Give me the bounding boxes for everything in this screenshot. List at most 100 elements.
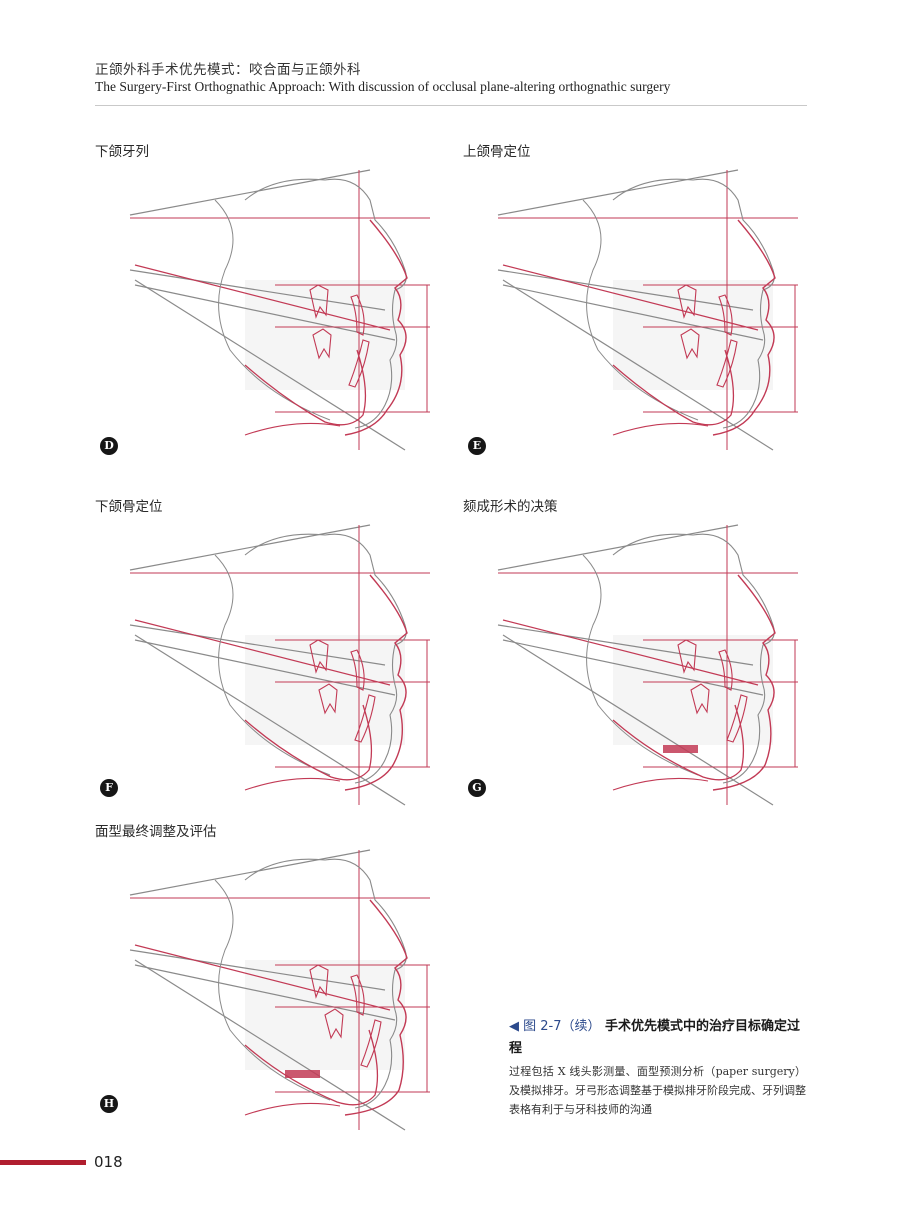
panel-title: 上颌骨定位 bbox=[463, 144, 531, 160]
lower-molar bbox=[324, 1008, 344, 1040]
genioplasty-segment bbox=[285, 1070, 320, 1078]
lower-molar bbox=[680, 328, 700, 360]
soft-tissue-wash bbox=[245, 635, 405, 745]
panel-badge: H bbox=[100, 1095, 118, 1113]
upper-molar bbox=[677, 639, 697, 674]
palatal-plane-red bbox=[502, 619, 759, 686]
sn-line bbox=[129, 849, 371, 896]
upper-molar bbox=[677, 284, 697, 319]
palatal-plane-red bbox=[134, 619, 391, 686]
frankfort-line bbox=[497, 269, 754, 311]
palatal-plane-red bbox=[502, 264, 759, 331]
lower-incisor bbox=[360, 1019, 382, 1068]
hyoid-curve bbox=[612, 422, 709, 436]
soft-tissue-profile bbox=[344, 574, 408, 791]
panel-badge: D bbox=[100, 437, 118, 455]
upper-molar bbox=[309, 964, 329, 999]
frankfort-line bbox=[129, 949, 386, 991]
panel-badge: F bbox=[100, 779, 118, 797]
ramus-outline bbox=[214, 554, 331, 776]
occlusal-line bbox=[502, 639, 764, 696]
upper-incisor bbox=[350, 974, 365, 1016]
cephalometric-tracing-h bbox=[129, 849, 430, 1131]
hyoid-curve bbox=[244, 422, 341, 436]
caption-body: 过程包括 X 线头影测量、面型预测分析（paper surgery）及模拟排牙。… bbox=[509, 1065, 806, 1116]
cephalometric-tracing-f bbox=[129, 524, 430, 806]
header-title-en: The Surgery-First Orthognathic Approach:… bbox=[95, 79, 671, 94]
palatal-plane-red bbox=[134, 944, 391, 1011]
soft-tissue-wash bbox=[245, 280, 405, 390]
header-title-cn: 正颌外科手术优先模式：咬合面与正颌外科 bbox=[95, 62, 361, 78]
page-accent-bar bbox=[0, 1160, 86, 1165]
panel-f: 下颌骨定位 F bbox=[95, 495, 440, 815]
hyoid-curve bbox=[244, 777, 341, 791]
lower-incisor bbox=[354, 694, 376, 743]
soft-tissue-wash bbox=[613, 280, 773, 390]
caption-heading: 手术优先模式中的治疗目标确定过程 bbox=[509, 1019, 801, 1056]
lower-incisor bbox=[348, 339, 370, 388]
mandibular-plane-line bbox=[134, 279, 406, 451]
mandibular-plane-line bbox=[134, 959, 406, 1131]
panel-badge: G bbox=[468, 779, 486, 797]
lower-incisor bbox=[726, 694, 748, 743]
soft-tissue-profile bbox=[344, 899, 408, 1116]
ramus-outline bbox=[582, 199, 699, 421]
sn-line bbox=[129, 524, 371, 571]
panel-badge: E bbox=[468, 437, 486, 455]
soft-tissue-wash bbox=[613, 635, 773, 745]
page-number: 018 bbox=[94, 1153, 123, 1171]
sn-line bbox=[497, 169, 739, 216]
frankfort-line bbox=[129, 269, 386, 311]
upper-incisor bbox=[350, 294, 365, 336]
mandible-outline bbox=[612, 704, 745, 781]
caption-title: ◀ 图 2-7（续） 手术优先模式中的治疗目标确定过程 bbox=[509, 1016, 806, 1060]
panel-title: 面型最终调整及评估 bbox=[95, 824, 217, 840]
frankfort-line bbox=[497, 624, 754, 666]
palatal-plane-red bbox=[134, 264, 391, 331]
mandible-outline bbox=[244, 704, 373, 781]
header-divider bbox=[95, 105, 807, 106]
figure-caption: ◀ 图 2-7（续） 手术优先模式中的治疗目标确定过程 过程包括 X 线头影测量… bbox=[509, 1016, 806, 1119]
panel-g: 颏成形术的决策 G bbox=[463, 495, 808, 815]
soft-tissue-profile bbox=[712, 219, 776, 436]
hyoid-curve bbox=[612, 777, 709, 791]
upper-incisor bbox=[350, 649, 365, 691]
frankfort-line bbox=[129, 624, 386, 666]
occlusal-line bbox=[502, 284, 764, 341]
panel-title: 下颌牙列 bbox=[95, 144, 149, 160]
ramus-outline bbox=[214, 879, 331, 1101]
caption-figure-label: ◀ 图 2-7（续） bbox=[509, 1019, 601, 1034]
soft-tissue-profile bbox=[344, 219, 408, 436]
lower-molar bbox=[690, 683, 710, 715]
genioplasty-segment bbox=[663, 745, 698, 753]
mandibular-plane-line bbox=[502, 634, 774, 806]
hyoid-curve bbox=[244, 1102, 341, 1116]
panel-title: 下颌骨定位 bbox=[95, 499, 163, 515]
ramus-outline bbox=[214, 199, 331, 421]
cephalometric-tracing-d bbox=[129, 169, 430, 451]
panel-h: 面型最终调整及评估 H bbox=[95, 820, 440, 1131]
lower-incisor bbox=[716, 339, 738, 388]
mandible-outline bbox=[244, 349, 367, 426]
occlusal-line bbox=[134, 639, 396, 696]
upper-incisor bbox=[718, 294, 733, 336]
mandibular-plane-line bbox=[502, 279, 774, 451]
panel-title: 颏成形术的决策 bbox=[463, 499, 558, 515]
soft-tissue-profile bbox=[712, 574, 776, 791]
panel-d: 下颌牙列 D bbox=[95, 140, 440, 460]
upper-molar bbox=[309, 284, 329, 319]
cephalometric-tracing-g bbox=[497, 524, 798, 806]
sn-line bbox=[497, 524, 739, 571]
ramus-outline bbox=[582, 554, 699, 776]
mandible-outline bbox=[612, 349, 735, 426]
panel-e: 上颌骨定位 E bbox=[463, 140, 808, 460]
occlusal-line bbox=[134, 284, 396, 341]
sn-line bbox=[129, 169, 371, 216]
cephalometric-tracing-e bbox=[497, 169, 798, 451]
upper-incisor bbox=[718, 649, 733, 691]
lower-molar bbox=[312, 328, 332, 360]
occlusal-line bbox=[134, 964, 396, 1021]
lower-molar bbox=[318, 683, 338, 715]
upper-molar bbox=[309, 639, 329, 674]
mandible-outline bbox=[244, 1029, 379, 1106]
